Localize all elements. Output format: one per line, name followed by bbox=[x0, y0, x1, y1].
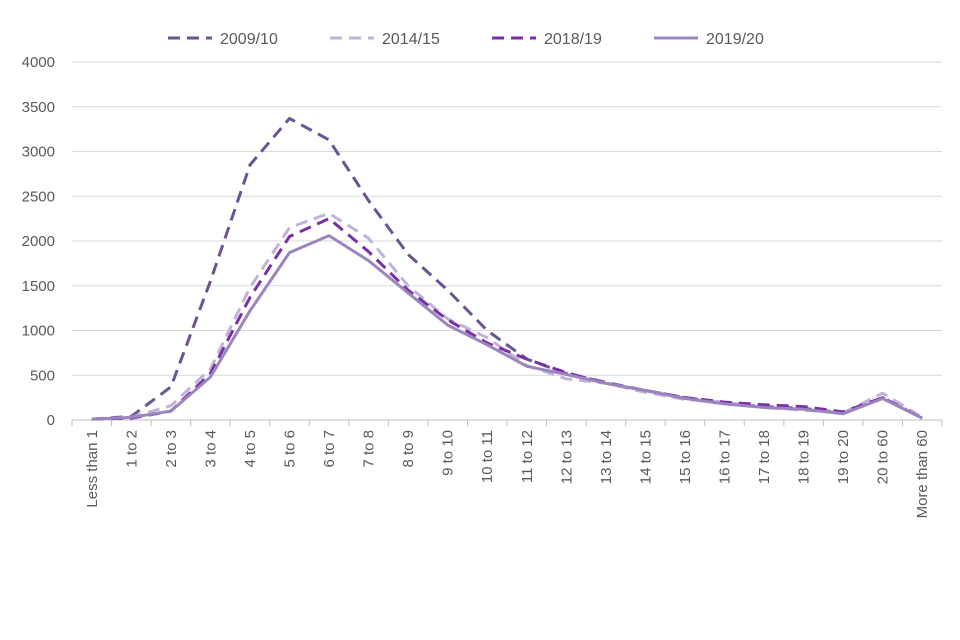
y-tick-label-2500: 2500 bbox=[22, 188, 55, 205]
series-lines bbox=[91, 116, 923, 421]
gridlines bbox=[72, 61, 942, 421]
x-tick-label-5-to-6: 5 to 6 bbox=[282, 430, 299, 468]
x-tick-label-15-to-16: 15 to 16 bbox=[677, 430, 694, 484]
y-tick-label-3500: 3500 bbox=[22, 99, 55, 116]
y-tick-label-0: 0 bbox=[47, 412, 55, 429]
x-tick-label-7-to-8: 7 to 8 bbox=[361, 430, 378, 468]
y-tick-label-1000: 1000 bbox=[22, 323, 55, 340]
legend-label-2014-15: 2014/15 bbox=[382, 31, 440, 48]
series-line-2009-10 bbox=[91, 116, 923, 421]
x-tick-label-9-to-10: 9 to 10 bbox=[440, 430, 457, 476]
x-axis: Less than 1 1 to 2 2 to 3 3 to 4 4 to 5 5 to … bbox=[71, 420, 943, 518]
series-line-2018-19 bbox=[91, 217, 923, 421]
x-tick-label-16-to-17: 16 to 17 bbox=[717, 430, 734, 484]
x-tick-label-13-to-14: 13 to 14 bbox=[598, 430, 615, 484]
x-tick-label-14-to-15: 14 to 15 bbox=[637, 430, 654, 484]
x-tick-label-4-to-5: 4 to 5 bbox=[242, 430, 259, 468]
legend: 2009/10 2014/15 2018/19 2019/20 bbox=[168, 31, 764, 48]
legend-label-2009-10: 2009/10 bbox=[220, 31, 278, 48]
x-tick-label-18-to-19: 18 to 19 bbox=[796, 430, 813, 484]
x-tick-label-17-to-18: 17 to 18 bbox=[756, 430, 773, 484]
x-tick-label-less-than-1: Less than 1 bbox=[84, 430, 101, 508]
x-tick-label-19-to-20: 19 to 20 bbox=[835, 430, 852, 484]
x-tick-label-12-to-13: 12 to 13 bbox=[558, 430, 575, 484]
x-tick-label-6-to-7: 6 to 7 bbox=[321, 430, 338, 468]
series-line-2019-20 bbox=[91, 234, 923, 421]
y-tick-label-4000: 4000 bbox=[22, 54, 55, 71]
y-tick-label-3000: 3000 bbox=[22, 144, 55, 161]
legend-label-2019-20: 2019/20 bbox=[706, 31, 764, 48]
y-tick-label-1500: 1500 bbox=[22, 278, 55, 295]
x-tick-label-2-to-3: 2 to 3 bbox=[163, 430, 180, 468]
y-axis: 0 500 1000 1500 2000 2500 3000 3500 4000 bbox=[22, 54, 55, 429]
x-tick-label-3-to-4: 3 to 4 bbox=[202, 430, 219, 468]
x-tick-label-11-to-12: 11 to 12 bbox=[519, 430, 536, 483]
x-tick-label-8-to-9: 8 to 9 bbox=[400, 430, 417, 468]
x-tick-label-10-to-11: 10 to 11 bbox=[479, 430, 496, 483]
y-tick-label-2000: 2000 bbox=[22, 233, 55, 250]
x-tick-label-20-to-60: 20 to 60 bbox=[875, 430, 892, 484]
x-tick-label-1-to-2: 1 to 2 bbox=[123, 430, 140, 468]
series-line-2014-15 bbox=[91, 211, 923, 421]
y-tick-label-500: 500 bbox=[30, 367, 55, 384]
x-tick-label-more-than-60: More than 60 bbox=[914, 430, 931, 518]
legend-label-2018-19: 2018/19 bbox=[544, 31, 602, 48]
